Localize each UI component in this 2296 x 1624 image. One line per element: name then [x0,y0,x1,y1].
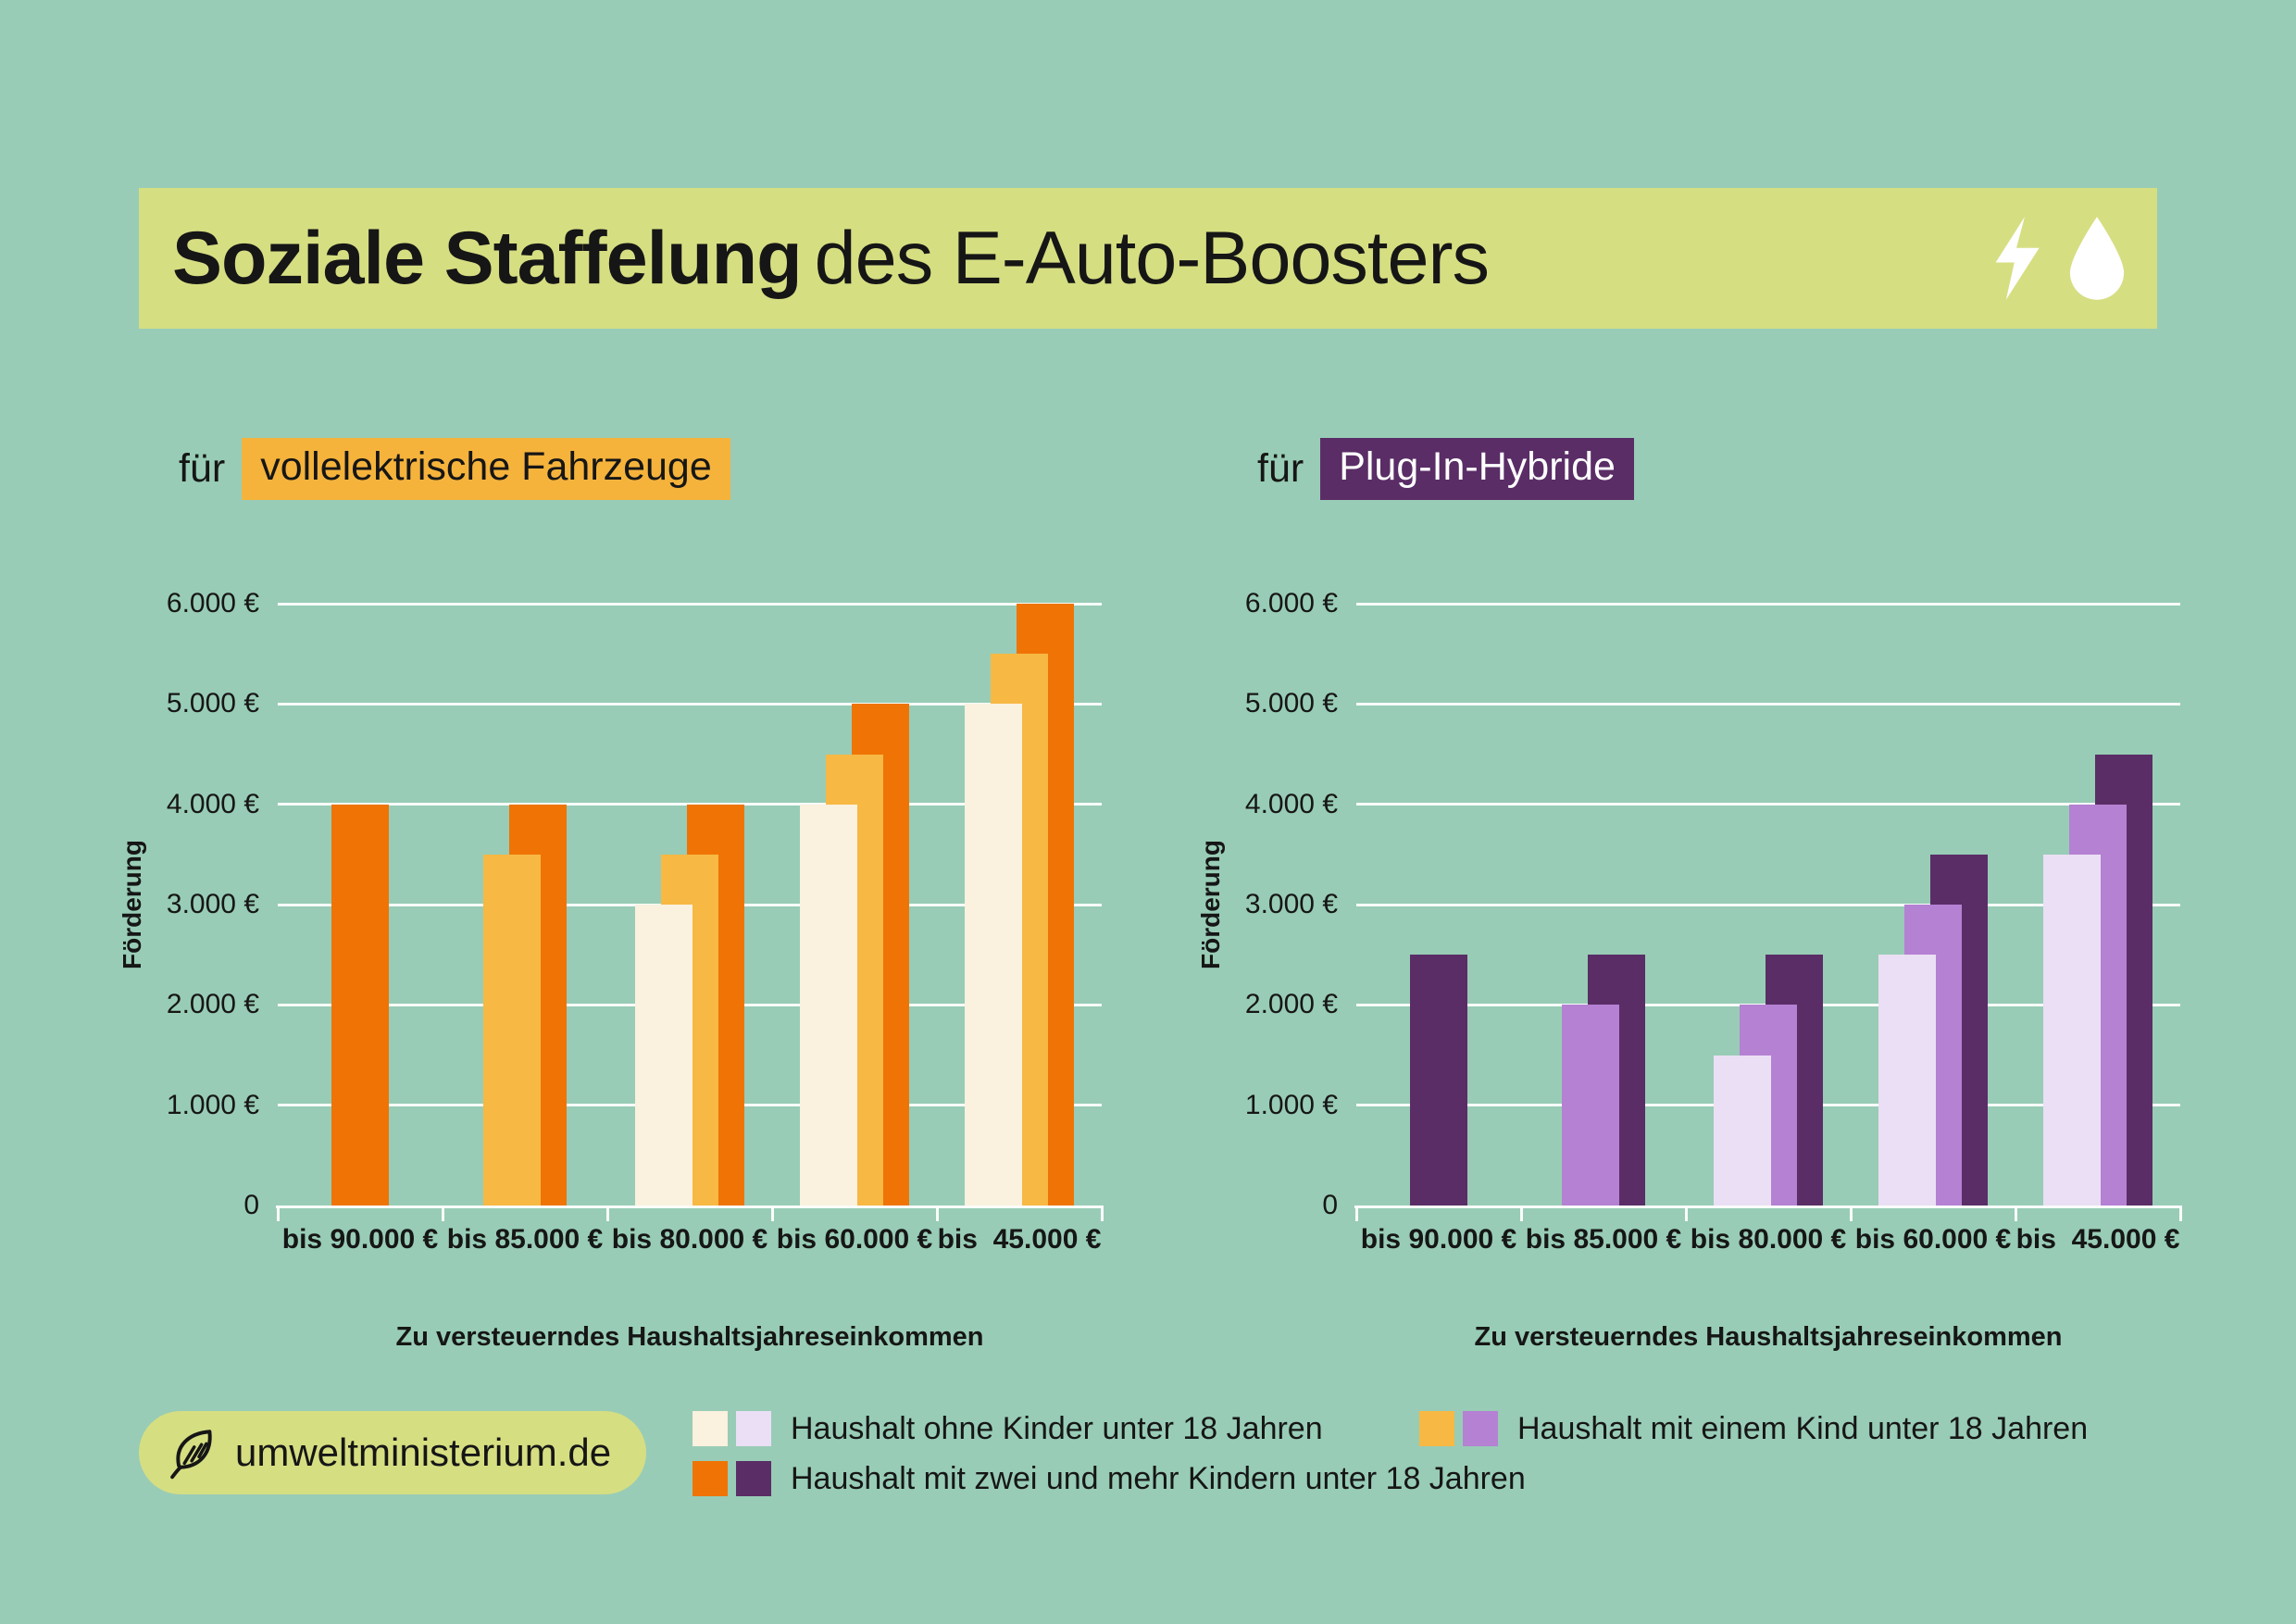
bar [965,704,1022,1206]
legend-item-zwei-kinder: Haushalt mit zwei und mehr Kindern unter… [693,1461,1526,1496]
page-title-bold: Soziale Staffelung [172,216,803,300]
x-category-label: bis 60.000 € [1854,1224,2012,1255]
x-category-label: bis 85.000 € [446,1224,604,1255]
page-title: Soziale Staffelung des E-Auto-Boosters [172,216,1490,302]
gridline [1356,803,2180,806]
legend-label-ein-kind: Haushalt mit einem Kind unter 18 Jahren [1517,1411,2089,1446]
y-tick-label: 5.000 € [1244,688,1338,719]
x-axis-line [276,1206,1104,1208]
x-axis-tick [2015,1207,2017,1221]
gridline [1356,702,2180,706]
gridline [278,602,1102,606]
y-axis-labels: 0 1.000 € 2.000 € 3.000 € 4.000 € 5.000 € 6.00… [1180,588,1338,1220]
x-category-label: bis 90.000 € [281,1224,439,1255]
subtitle-prefix: für [1257,446,1304,491]
plot-area [1354,602,2182,1221]
y-tick-label: 6.000 € [166,588,259,618]
subtitle-highlight: vollelektrische Fahrzeuge [242,438,730,500]
x-axis-line [1354,1206,2182,1208]
subtitle-prefix: für [179,446,226,491]
x-axis-title: Zu versteuerndes Haushaltsjahreseinkomme… [395,1322,984,1352]
legend-item-ohne-kinder: Haushalt ohne Kinder unter 18 Jahren [693,1411,1323,1446]
x-axis-tick [277,1207,280,1221]
gridline [1356,903,2180,906]
leaf-icon [170,1430,212,1480]
y-tick-label: 6.000 € [1244,588,1338,618]
bar [331,804,389,1206]
legend-swatch-bev-zwei [693,1461,728,1496]
banner-icons [1985,215,2131,302]
x-category-label: bis 90.000 € [1360,1224,1517,1255]
y-tick-label: 4.000 € [1244,788,1338,819]
legend-item-ein-kind: Haushalt mit einem Kind unter 18 Jahren [1419,1411,2088,1446]
x-category-label: bis 85.000 € [1525,1224,1682,1255]
x-category-label: bis 45.000 € [2015,1224,2180,1255]
bar [800,804,857,1206]
plot-area [276,602,1104,1221]
legend-swatch-bev-ein [1419,1411,1454,1446]
x-category-label: bis 80.000 € [1690,1224,1847,1255]
x-category-label: bis 80.000 € [611,1224,768,1255]
legend-swatch-phev-ein [1463,1411,1498,1446]
bar [483,854,541,1206]
legend-swatch-phev-ohne [736,1411,771,1446]
lightning-icon [1995,217,2040,300]
y-tick-label: 5.000 € [166,688,259,719]
y-tick-label: 3.000 € [166,889,259,919]
bar [2043,854,2101,1206]
bar [1410,955,1467,1206]
legend-swatch-bev-ohne [693,1411,728,1446]
bar [1562,1005,1619,1206]
bar [1878,955,1936,1206]
source-badge-text: umweltministerium.de [235,1430,612,1474]
x-axis-tick [2179,1207,2182,1221]
page-title-rest: des E-Auto-Boosters [814,216,1490,300]
x-axis-tick [1355,1207,1358,1221]
bar [1714,1055,1771,1206]
gridline [278,702,1102,706]
x-category-labels: bis 90.000 € bis 85.000 € bis 80.000 € bis … [278,1224,1102,1261]
x-category-labels: bis 90.000 € bis 85.000 € bis 80.000 € bis … [1356,1224,2180,1261]
x-category-label: bis 60.000 € [776,1224,933,1255]
y-tick-label: 1.000 € [166,1089,259,1120]
x-category-label: bis 45.000 € [937,1224,1102,1255]
y-tick-label: 0 [1322,1190,1338,1220]
chart-phev-subtitle: für Plug-In-Hybride [1257,438,1634,500]
source-badge: umweltministerium.de [139,1411,647,1494]
x-axis-title: Zu versteuerndes Haushaltsjahreseinkomme… [1474,1322,2063,1352]
x-axis-tick [1850,1207,1853,1221]
legend-label-zwei-kinder: Haushalt mit zwei und mehr Kindern unter… [791,1461,1526,1496]
subtitle-highlight: Plug-In-Hybride [1320,438,1634,500]
x-axis-tick [1101,1207,1104,1221]
y-tick-label: 0 [243,1190,259,1220]
y-axis-labels: 0 1.000 € 2.000 € 3.000 € 4.000 € 5.000 € 6.00… [102,588,259,1220]
x-axis-tick [1685,1207,1688,1221]
y-tick-label: 2.000 € [1244,989,1338,1020]
x-axis-tick [442,1207,444,1221]
x-axis-tick [936,1207,939,1221]
chart-bev-subtitle: für vollelektrische Fahrzeuge [179,438,730,500]
legend-label-ohne-kinder: Haushalt ohne Kinder unter 18 Jahren [791,1411,1323,1446]
y-tick-label: 4.000 € [166,788,259,819]
legend-swatch-phev-zwei [736,1461,771,1496]
x-axis-tick [606,1207,609,1221]
gridline [1356,602,2180,606]
x-axis-tick [771,1207,774,1221]
y-tick-label: 2.000 € [166,989,259,1020]
bar [635,905,693,1206]
droplet-icon [2069,217,2125,300]
title-banner: Soziale Staffelung des E-Auto-Boosters [139,188,2157,329]
y-tick-label: 1.000 € [1244,1089,1338,1120]
y-tick-label: 3.000 € [1244,889,1338,919]
x-axis-tick [1520,1207,1523,1221]
